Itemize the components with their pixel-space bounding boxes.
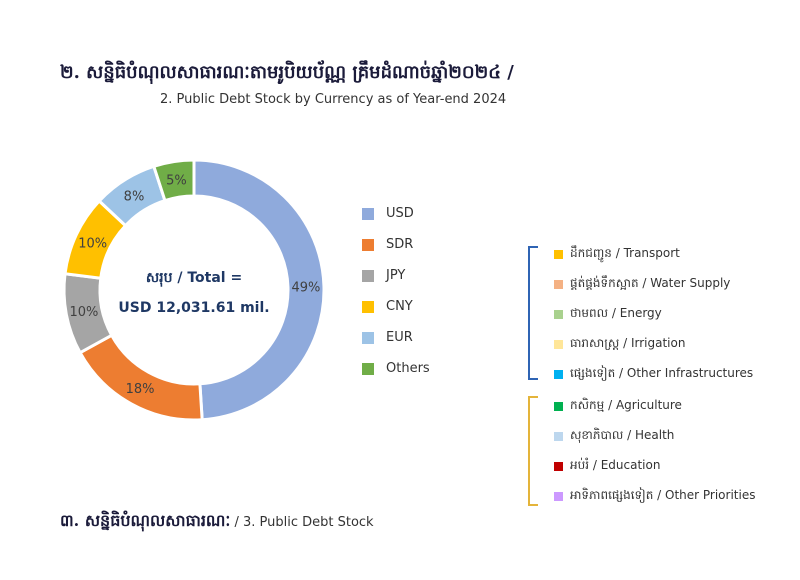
- sector-label: ផ្សេងទៀត / Other Infrastructures: [570, 366, 754, 380]
- slice-label-sdr: 18%: [126, 382, 155, 397]
- sector-item: ផ្គត់ផ្គង់ទឹកស្អាត / Water Supply: [554, 275, 730, 293]
- legend-item-cny: CNY: [362, 291, 430, 322]
- section-3-title-en: / 3. Public Debt Stock: [230, 515, 374, 530]
- legend-label: EUR: [386, 330, 413, 345]
- slice-label-others: 5%: [166, 173, 187, 188]
- sector-item: សុខាភិបាល / Health: [554, 427, 674, 445]
- donut-chart: 49% 18% 10% 10% 8% 5% សរុប / Total = USD 12,031…: [62, 158, 326, 422]
- slice-label-jpy: 10%: [70, 305, 99, 320]
- sector-label: សុខាភិបាល / Health: [570, 428, 675, 442]
- legend-item-others: Others: [362, 353, 430, 384]
- chart-subtitle: 2. Public Debt Stock by Currency as of Y…: [160, 92, 507, 107]
- sector-item: ថាមពល / Energy: [554, 305, 662, 323]
- sector-label: ដឹកជញ្ជូន / Transport: [570, 246, 680, 260]
- section-3-title-kh: ៣. សន្និធិបំណុលសាធារណៈ: [60, 511, 231, 530]
- chart-legend: USD SDR JPY CNY EUR Others: [362, 198, 430, 384]
- section-2-title: ២. សន្និធិបំណុលសាធារណៈតាមរូបិយប័ណ្ណ គ្រឹ…: [60, 62, 514, 83]
- sector-label: កសិកម្ម / Agriculture: [570, 398, 682, 412]
- legend-label: SDR: [386, 237, 414, 252]
- sector-label: អាទិភាពផ្សេងទៀត / Other Priorities: [570, 488, 756, 502]
- sector-swatch: [554, 431, 563, 441]
- center-total-value: USD 12,031.61 mil.: [118, 300, 269, 316]
- sector-swatch: [554, 369, 563, 379]
- sector-item: អប់រំ / Education: [554, 457, 660, 475]
- sector-item: អាទិភាពផ្សេងទៀត / Other Priorities: [554, 487, 755, 505]
- sector-swatch: [554, 401, 563, 411]
- legend-swatch: [362, 300, 374, 313]
- slice-label-usd: 49%: [291, 280, 320, 295]
- sector-swatch: [554, 279, 563, 289]
- center-total-label: សរុប / Total =: [146, 270, 242, 287]
- slice-label-eur: 8%: [124, 189, 145, 204]
- sector-item: កសិកម្ម / Agriculture: [554, 397, 682, 415]
- legend-label: Others: [386, 361, 430, 376]
- other-priorities-bracket: [528, 396, 538, 506]
- sector-label: ផ្គត់ផ្គង់ទឹកស្អាត / Water Supply: [570, 276, 731, 290]
- sector-swatch: [554, 249, 563, 259]
- section-3-title: ៣. សន្និធិបំណុលសាធារណៈ / 3. Public Debt …: [60, 510, 374, 534]
- legend-item-sdr: SDR: [362, 229, 430, 260]
- legend-swatch: [362, 362, 374, 375]
- legend-swatch: [362, 238, 374, 251]
- infrastructure-bracket: [528, 246, 538, 380]
- sector-swatch: [554, 461, 563, 471]
- sector-item: ដឹកជញ្ជូន / Transport: [554, 245, 680, 263]
- sector-item: ផ្សេងទៀត / Other Infrastructures: [554, 365, 753, 383]
- slice-usd: [192, 158, 326, 422]
- sector-label: ថាមពល / Energy: [570, 306, 662, 320]
- slice-others: [151, 158, 196, 203]
- legend-label: USD: [386, 206, 414, 221]
- sector-swatch: [554, 309, 563, 319]
- sector-swatch: [554, 339, 563, 349]
- legend-item-usd: USD: [362, 198, 430, 229]
- sector-swatch: [554, 491, 563, 501]
- slice-label-cny: 10%: [78, 236, 107, 251]
- sector-label: ធារាសាស្ត្រ / Irrigation: [570, 336, 686, 350]
- legend-swatch: [362, 331, 374, 344]
- sector-label: អប់រំ / Education: [570, 458, 661, 472]
- legend-swatch: [362, 207, 374, 220]
- legend-swatch: [362, 269, 374, 282]
- legend-item-jpy: JPY: [362, 260, 430, 291]
- legend-label: CNY: [386, 299, 413, 314]
- slice-sdr: [78, 333, 204, 422]
- legend-label: JPY: [386, 268, 406, 283]
- sector-item: ធារាសាស្ត្រ / Irrigation: [554, 335, 685, 353]
- legend-item-eur: EUR: [362, 322, 430, 353]
